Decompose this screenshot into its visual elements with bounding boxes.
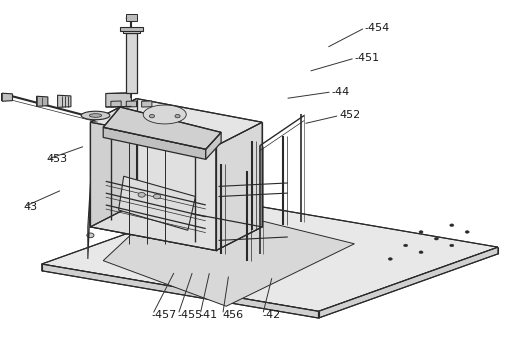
- Circle shape: [154, 194, 161, 199]
- Text: -451: -451: [354, 53, 379, 63]
- Circle shape: [150, 115, 155, 118]
- Text: 456: 456: [222, 310, 243, 320]
- Circle shape: [175, 115, 180, 118]
- Polygon shape: [90, 203, 262, 251]
- Circle shape: [388, 258, 392, 260]
- Polygon shape: [2, 93, 12, 101]
- Polygon shape: [42, 200, 498, 311]
- Circle shape: [87, 233, 94, 238]
- Circle shape: [419, 251, 423, 254]
- Circle shape: [403, 244, 408, 247]
- Circle shape: [138, 193, 145, 197]
- Text: -41: -41: [199, 310, 218, 320]
- Polygon shape: [103, 198, 354, 306]
- Circle shape: [419, 231, 423, 233]
- Text: -455: -455: [177, 310, 203, 320]
- Polygon shape: [88, 142, 93, 259]
- Circle shape: [126, 15, 137, 22]
- Text: 452: 452: [339, 111, 360, 120]
- Polygon shape: [103, 107, 221, 149]
- Polygon shape: [319, 247, 498, 318]
- Polygon shape: [126, 34, 137, 93]
- Circle shape: [434, 237, 438, 240]
- Polygon shape: [132, 121, 139, 230]
- Polygon shape: [111, 101, 121, 107]
- Polygon shape: [81, 111, 110, 120]
- Polygon shape: [142, 101, 152, 107]
- Text: 453: 453: [47, 154, 68, 164]
- Polygon shape: [90, 122, 216, 251]
- Text: -454: -454: [364, 23, 390, 33]
- Circle shape: [450, 224, 454, 226]
- Polygon shape: [216, 122, 262, 251]
- Polygon shape: [42, 264, 319, 318]
- Polygon shape: [120, 27, 143, 31]
- Polygon shape: [89, 114, 102, 117]
- Polygon shape: [123, 29, 140, 34]
- Text: -42: -42: [262, 310, 280, 320]
- Circle shape: [450, 244, 454, 247]
- Polygon shape: [106, 93, 132, 107]
- Polygon shape: [206, 132, 221, 159]
- Polygon shape: [143, 105, 186, 124]
- Polygon shape: [58, 95, 71, 107]
- Text: -44: -44: [332, 87, 350, 97]
- Polygon shape: [126, 14, 137, 21]
- Polygon shape: [90, 99, 262, 146]
- Polygon shape: [103, 127, 206, 159]
- Polygon shape: [36, 96, 48, 106]
- Polygon shape: [119, 176, 195, 230]
- Text: 43: 43: [24, 202, 38, 212]
- Text: -457: -457: [152, 310, 177, 320]
- Polygon shape: [126, 101, 137, 107]
- Circle shape: [465, 231, 469, 233]
- Polygon shape: [90, 99, 137, 227]
